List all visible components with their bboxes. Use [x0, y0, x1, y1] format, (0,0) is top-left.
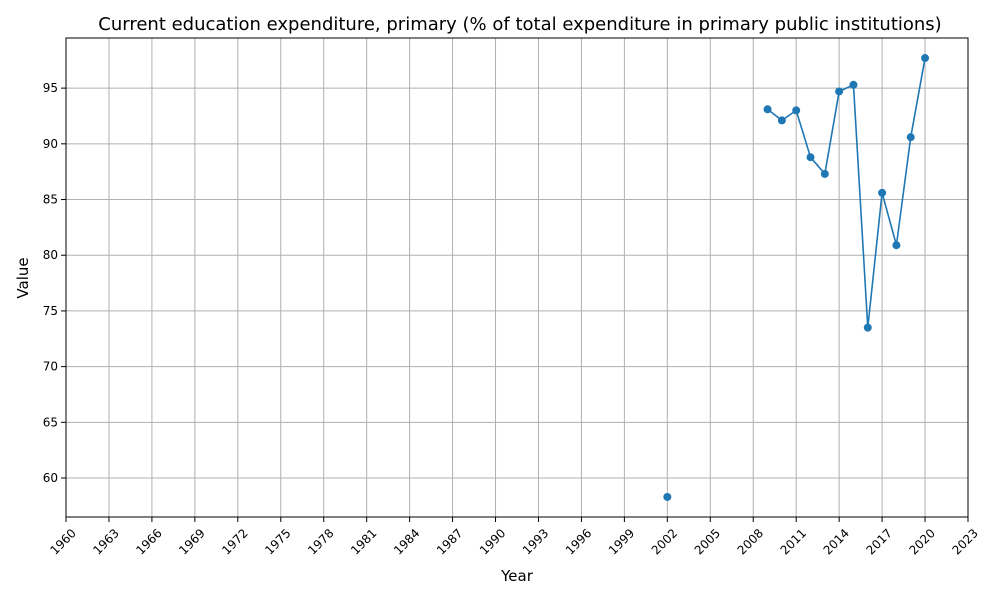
- y-tick-label: 65: [43, 415, 58, 429]
- x-tick-label: 2002: [649, 526, 680, 557]
- x-tick-label: 1981: [348, 526, 379, 557]
- data-point: [892, 241, 901, 250]
- x-tick-label: 1984: [391, 526, 422, 557]
- x-tick-label: 2023: [949, 526, 980, 557]
- x-tick-label: 1996: [563, 526, 594, 557]
- x-tick-label: 1990: [477, 526, 508, 557]
- y-axis-ticks: 60 65 70 75 80 85 90 95: [43, 81, 66, 485]
- x-tick-label: 1966: [133, 526, 164, 557]
- y-tick-label: 70: [43, 360, 58, 374]
- data-point: [863, 323, 872, 332]
- y-tick-label: 95: [43, 81, 58, 95]
- data-point: [777, 116, 786, 125]
- x-axis-label: Year: [500, 567, 534, 585]
- data-point: [906, 133, 915, 142]
- x-tick-label: 1987: [434, 526, 465, 557]
- y-tick-label: 80: [43, 248, 58, 262]
- grid-lines: [65, 38, 969, 517]
- data-point: [835, 87, 844, 96]
- y-tick-label: 75: [43, 304, 58, 318]
- data-point: [878, 188, 887, 197]
- y-tick-label: 60: [43, 471, 58, 485]
- x-tick-label: 2011: [778, 526, 809, 557]
- data-series: [663, 54, 930, 501]
- x-tick-label: 2017: [864, 526, 895, 557]
- x-tick-label: 2020: [906, 526, 937, 557]
- x-tick-label: 1993: [520, 526, 551, 557]
- data-point: [806, 153, 815, 162]
- x-tick-label: 2014: [821, 526, 852, 557]
- chart-title: Current education expenditure, primary (…: [98, 14, 941, 35]
- x-axis-ticks: 1960 1963 1966 1969 1972 1975 1978 1981 1984 1987…: [47, 517, 981, 558]
- y-tick-label: 85: [43, 193, 58, 207]
- plot-frame: [65, 37, 969, 518]
- y-tick-label: 90: [43, 137, 58, 151]
- x-tick-label: 1963: [90, 526, 121, 557]
- x-tick-label: 1975: [262, 526, 293, 557]
- x-tick-label: 2005: [692, 526, 723, 557]
- y-axis-label: Value: [14, 257, 32, 298]
- data-point: [921, 54, 930, 63]
- x-tick-label: 2008: [735, 526, 766, 557]
- data-point: [820, 169, 829, 178]
- data-point: [663, 492, 672, 501]
- data-point: [849, 80, 858, 89]
- x-tick-label: 1960: [47, 526, 78, 557]
- x-tick-label: 1969: [176, 526, 207, 557]
- x-tick-label: 1978: [305, 526, 336, 557]
- data-point: [763, 105, 772, 114]
- x-tick-label: 1999: [606, 526, 637, 557]
- x-tick-label: 1972: [219, 526, 250, 557]
- data-point: [792, 106, 801, 115]
- series-line: [767, 57, 926, 328]
